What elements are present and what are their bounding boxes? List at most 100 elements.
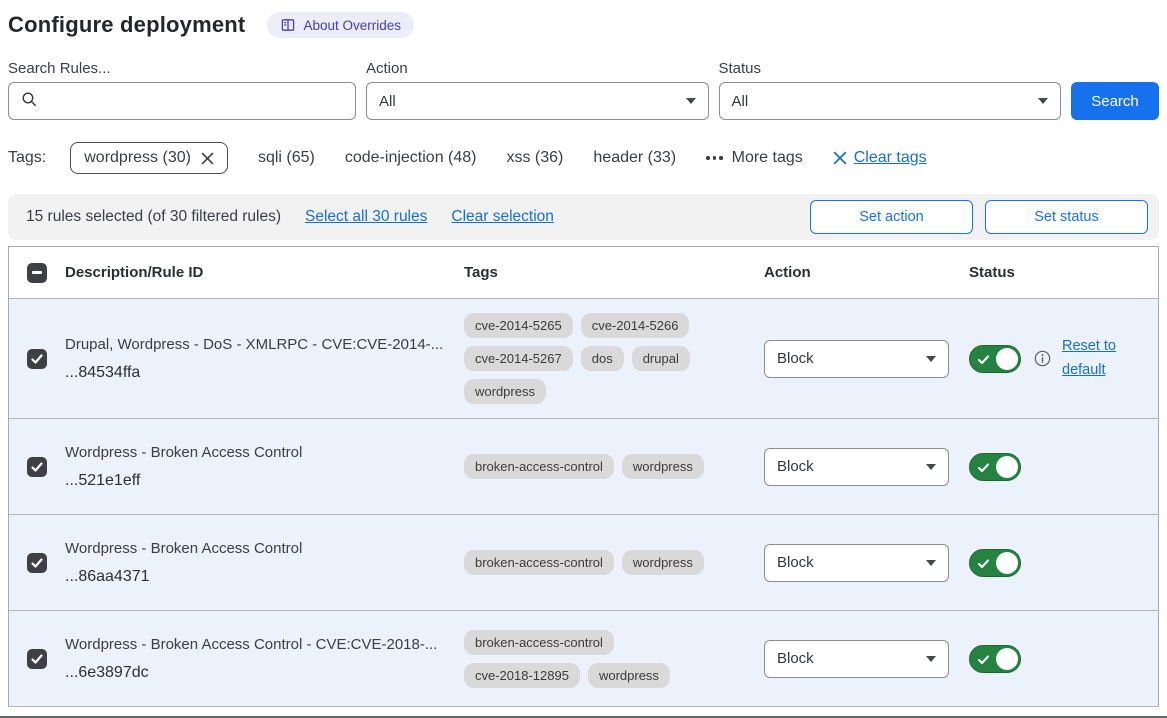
tag-pill: cve-2018-12895 [464, 662, 580, 688]
rule-id: ...6e3897dc [65, 663, 149, 681]
action-filter-label: Action [366, 60, 408, 77]
selected-tag-label: wordpress (30) [84, 149, 191, 166]
toggle-check-icon [977, 462, 990, 472]
action-filter-value: All [379, 92, 396, 110]
rule-tags: broken-access-control wordpress [464, 550, 736, 575]
set-status-button[interactable]: Set status [985, 200, 1148, 234]
selection-summary: 15 rules selected (of 30 filtered rules) [26, 208, 282, 225]
status-filter-select[interactable]: All [718, 82, 1061, 120]
tag-pill: drupal [631, 346, 690, 371]
info-icon[interactable] [1034, 350, 1051, 367]
column-header-action: Action [764, 264, 811, 281]
clear-tags-link[interactable]: Clear tags [833, 149, 927, 167]
tag-item-sqli[interactable]: sqli (65) [257, 149, 315, 166]
table-bottom-border [8, 706, 1159, 710]
tag-item-xss[interactable]: xss (36) [506, 149, 564, 166]
column-header-description: Description/Rule ID [65, 264, 204, 281]
toggle-knob [996, 647, 1018, 670]
ellipsis-icon [706, 156, 723, 160]
rule-action-select[interactable]: Block [764, 339, 949, 378]
about-overrides-label: About Overrides [303, 17, 401, 33]
row-checkbox[interactable] [27, 552, 47, 573]
action-filter-select[interactable]: All [366, 82, 709, 120]
checkmark-icon [31, 353, 43, 364]
tag-pill: wordpress [464, 379, 546, 404]
rule-id: ...86aa4371 [65, 567, 150, 585]
search-rules-field[interactable] [8, 82, 356, 120]
rule-status-toggle[interactable] [969, 344, 1021, 373]
tag-pill: broken-access-control [464, 550, 614, 575]
rule-tags: cve-2014-5265 cve-2014-5266 cve-2014-5267 d… [464, 313, 736, 404]
rule-action-select[interactable]: Block [764, 543, 949, 582]
clear-selection-link[interactable]: Clear selection [451, 208, 554, 225]
search-button[interactable]: Search [1071, 82, 1159, 120]
toggle-check-icon [977, 354, 990, 364]
more-tags-label: More tags [731, 149, 803, 166]
more-tags-button[interactable]: More tags [706, 149, 803, 167]
column-header-tags: Tags [464, 264, 498, 281]
rule-tags: broken-access-control cve-2018-12895 wordp… [464, 629, 736, 688]
toggle-check-icon [977, 558, 990, 568]
rule-action-value: Block [777, 458, 814, 475]
tag-item-header[interactable]: header (33) [593, 149, 677, 166]
checkmark-icon [31, 461, 43, 472]
cutoff-divider [0, 716, 1167, 718]
tag-item-code-injection[interactable]: code-injection (48) [344, 149, 477, 166]
rule-status-toggle[interactable] [969, 644, 1021, 673]
tag-pill: dos [580, 346, 624, 371]
book-icon [280, 17, 296, 33]
rule-description: Wordpress - Broken Access Control [65, 443, 303, 461]
rule-description: Wordpress - Broken Access Control [65, 539, 303, 557]
row-checkbox[interactable] [27, 456, 47, 477]
checkmark-icon [31, 653, 43, 664]
tag-pill: cve-2014-5266 [580, 313, 690, 338]
indeterminate-icon [32, 271, 42, 274]
rule-action-value: Block [777, 554, 814, 571]
reset-to-default-link[interactable]: Reset to default [1062, 338, 1116, 378]
chevron-down-icon [926, 655, 936, 662]
chevron-down-icon [926, 559, 936, 566]
clear-icon [833, 151, 847, 165]
toggle-knob [996, 455, 1018, 478]
toggle-knob [996, 551, 1018, 574]
tag-pill: broken-access-control [464, 454, 614, 479]
chevron-down-icon [926, 355, 936, 362]
rule-tags: broken-access-control wordpress [464, 454, 736, 479]
tags-bar: Tags: wordpress (30) sqli (65) code-inje… [8, 142, 1159, 174]
page-title: Configure deployment [8, 12, 246, 37]
rule-action-value: Block [777, 650, 814, 667]
checkmark-icon [31, 557, 43, 568]
select-all-link[interactable]: Select all 30 rules [305, 208, 428, 225]
about-overrides-badge[interactable]: About Overrides [267, 12, 414, 38]
toggle-knob [996, 347, 1018, 370]
table-row: Wordpress - Broken Access Control ...521… [9, 418, 1158, 514]
row-checkbox[interactable] [27, 648, 47, 669]
search-icon [21, 91, 38, 112]
page-header: Configure deployment About Overrides [8, 12, 1159, 38]
rule-status-toggle[interactable] [969, 548, 1021, 577]
rule-action-select[interactable]: Block [764, 447, 949, 486]
remove-tag-icon[interactable] [201, 152, 214, 165]
search-rules-label: Search Rules... [8, 60, 111, 77]
rule-description: Wordpress - Broken Access Control - CVE:… [65, 635, 438, 653]
tag-pill: cve-2014-5267 [464, 346, 573, 371]
status-filter-label: Status [718, 60, 762, 77]
select-all-checkbox[interactable] [27, 262, 47, 283]
rule-action-value: Block [777, 350, 814, 367]
rule-status-toggle[interactable] [969, 452, 1021, 481]
table-header-row: Description/Rule ID Tags Action Status [9, 247, 1158, 298]
search-rules-input[interactable] [46, 92, 343, 110]
set-action-button[interactable]: Set action [810, 200, 973, 234]
tag-pill: broken-access-control [464, 629, 614, 655]
rule-action-select[interactable]: Block [764, 639, 949, 678]
rules-table: Description/Rule ID Tags Action Status D… [8, 246, 1159, 706]
clear-tags-label: Clear tags [853, 149, 927, 166]
tag-pill: wordpress [621, 550, 704, 575]
rule-description: Drupal, Wordpress - DoS - XMLRPC - CVE:C… [65, 335, 444, 353]
selected-tag-chip-wordpress[interactable]: wordpress (30) [70, 142, 228, 174]
chevron-down-icon [1038, 98, 1048, 104]
rule-id: ...521e1eff [65, 471, 141, 489]
row-checkbox[interactable] [27, 348, 47, 369]
tag-pill: wordpress [621, 454, 704, 479]
